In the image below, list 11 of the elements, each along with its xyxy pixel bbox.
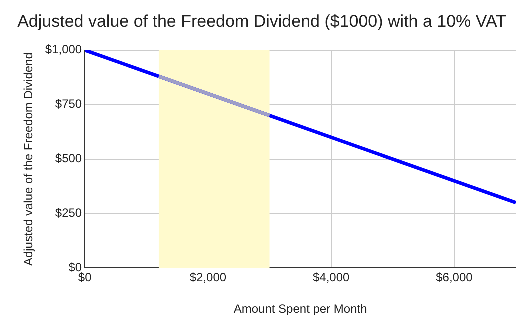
chart-title: Adjusted value of the Freedom Dividend ($1000) with a 10% VAT xyxy=(18,12,506,31)
x-tick-label: $4,000 xyxy=(312,270,350,285)
y-tick-label: $250 xyxy=(55,206,82,220)
x-axis-title: Amount Spent per Month xyxy=(234,302,368,316)
x-tick-label: $6,000 xyxy=(436,270,474,285)
y-tick-label: $500 xyxy=(55,152,82,166)
x-tick-label: $0 xyxy=(78,270,92,285)
y-tick-label: $750 xyxy=(55,97,82,112)
x-tick-label: $2,000 xyxy=(190,270,227,285)
y-axis-title: Adjusted value of the Freedom Dividend xyxy=(22,52,36,266)
y-tick-label: $1,000 xyxy=(45,42,82,57)
